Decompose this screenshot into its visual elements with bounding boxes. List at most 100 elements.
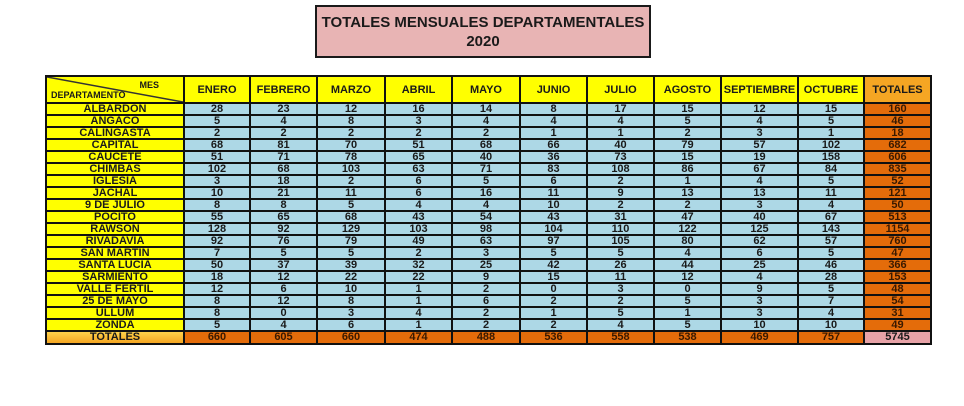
month-value-cell: 5 xyxy=(797,174,865,188)
month-value-cell: 2 xyxy=(384,246,453,260)
month-value-cell: 43 xyxy=(519,210,588,224)
month-value-cell: 78 xyxy=(316,150,386,164)
month-value-cell: 68 xyxy=(183,138,251,152)
month-value-cell: 9 xyxy=(451,270,521,284)
row-total-cell: 153 xyxy=(863,270,932,284)
grand-total-cell: 5745 xyxy=(863,330,932,345)
row-total-cell: 513 xyxy=(863,210,932,224)
column-total-cell: 488 xyxy=(451,330,521,345)
month-value-cell: 19 xyxy=(720,150,799,164)
column-total-cell: 469 xyxy=(720,330,799,345)
table-row: RIVADAVIA 92 76 79 49 63 97 105 80 62 57 760 xyxy=(45,234,932,248)
month-value-cell: 2 xyxy=(586,294,655,308)
month-value-cell: 8 xyxy=(519,102,588,116)
month-value-cell: 43 xyxy=(384,210,453,224)
month-value-cell: 2 xyxy=(183,126,251,140)
month-value-cell: 5 xyxy=(797,246,865,260)
table-row: JACHAL 10 21 11 6 16 11 9 13 13 11 121 xyxy=(45,186,932,200)
month-value-cell: 1 xyxy=(384,318,453,332)
month-value-cell: 3 xyxy=(720,126,799,140)
report-title: TOTALES MENSUALES DEPARTAMENTALES 2020 xyxy=(315,5,651,58)
table-row: 9 DE JULIO 8 8 5 4 4 10 2 2 3 4 50 xyxy=(45,198,932,212)
month-value-cell: 5 xyxy=(653,318,722,332)
month-value-cell: 28 xyxy=(797,270,865,284)
month-value-cell: 4 xyxy=(249,318,318,332)
month-value-cell: 1 xyxy=(586,126,655,140)
month-value-cell: 10 xyxy=(519,198,588,212)
department-name: POCITO xyxy=(45,210,185,224)
department-name: CHIMBAS xyxy=(45,162,185,176)
month-value-cell: 11 xyxy=(316,186,386,200)
month-value-cell: 22 xyxy=(384,270,453,284)
table-row: ZONDA 5 4 6 1 2 2 4 5 10 10 49 xyxy=(45,318,932,332)
month-value-cell: 129 xyxy=(316,222,386,236)
month-value-cell: 67 xyxy=(720,162,799,176)
month-value-cell: 5 xyxy=(797,114,865,128)
month-value-cell: 67 xyxy=(797,210,865,224)
month-value-cell: 2 xyxy=(451,318,521,332)
month-value-cell: 18 xyxy=(183,270,251,284)
department-name: ALBARDON xyxy=(45,102,185,116)
month-value-cell: 92 xyxy=(183,234,251,248)
month-value-cell: 8 xyxy=(316,294,386,308)
month-value-cell: 36 xyxy=(519,150,588,164)
month-value-cell: 76 xyxy=(249,234,318,248)
month-value-cell: 143 xyxy=(797,222,865,236)
month-value-cell: 4 xyxy=(384,306,453,320)
month-value-cell: 3 xyxy=(316,306,386,320)
month-value-cell: 17 xyxy=(586,102,655,116)
month-value-cell: 2 xyxy=(653,198,722,212)
month-value-cell: 4 xyxy=(720,114,799,128)
month-value-cell: 68 xyxy=(316,210,386,224)
table-row: RAWSON 128 92 129 103 98 104 110 122 125 143 1154 xyxy=(45,222,932,236)
month-value-cell: 10 xyxy=(316,282,386,296)
table-row: CALINGASTA 2 2 2 2 2 1 1 2 3 1 18 xyxy=(45,126,932,140)
month-value-cell: 10 xyxy=(183,186,251,200)
month-value-cell: 18 xyxy=(249,174,318,188)
month-value-cell: 63 xyxy=(384,162,453,176)
corner-header: MES DEPARTAMENTO xyxy=(45,75,185,104)
month-value-cell: 92 xyxy=(249,222,318,236)
row-total-cell: 50 xyxy=(863,198,932,212)
month-value-cell: 8 xyxy=(316,114,386,128)
month-value-cell: 81 xyxy=(249,138,318,152)
column-header: AGOSTO xyxy=(653,75,722,104)
row-total-cell: 46 xyxy=(863,114,932,128)
month-value-cell: 3 xyxy=(451,246,521,260)
month-value-cell: 71 xyxy=(249,150,318,164)
month-value-cell: 102 xyxy=(183,162,251,176)
month-value-cell: 4 xyxy=(797,198,865,212)
month-value-cell: 4 xyxy=(586,114,655,128)
table-row: SANTA LUCIA 50 37 39 32 25 42 26 44 25 46 366 xyxy=(45,258,932,272)
column-header: MARZO xyxy=(316,75,386,104)
department-name: 9 DE JULIO xyxy=(45,198,185,212)
month-value-cell: 63 xyxy=(451,234,521,248)
month-value-cell: 3 xyxy=(720,198,799,212)
table-row: ALBARDON 28 23 12 16 14 8 17 15 12 15 160 xyxy=(45,102,932,116)
month-value-cell: 4 xyxy=(249,114,318,128)
table-row: SAN MARTIN 7 5 5 2 3 5 5 4 6 5 47 xyxy=(45,246,932,260)
department-name: ANGACO xyxy=(45,114,185,128)
column-total-cell: 660 xyxy=(316,330,386,345)
month-value-cell: 13 xyxy=(720,186,799,200)
month-value-cell: 5 xyxy=(451,174,521,188)
row-total-cell: 682 xyxy=(863,138,932,152)
month-value-cell: 16 xyxy=(451,186,521,200)
month-value-cell: 4 xyxy=(653,246,722,260)
month-value-cell: 6 xyxy=(720,246,799,260)
month-value-cell: 84 xyxy=(797,162,865,176)
month-value-cell: 5 xyxy=(653,294,722,308)
row-total-cell: 54 xyxy=(863,294,932,308)
table-row: CAPITAL 68 81 70 51 68 66 40 79 57 102 682 xyxy=(45,138,932,152)
month-value-cell: 40 xyxy=(720,210,799,224)
column-header-totals: TOTALES xyxy=(863,75,932,104)
month-value-cell: 7 xyxy=(183,246,251,260)
month-value-cell: 6 xyxy=(519,174,588,188)
column-header: OCTUBRE xyxy=(797,75,865,104)
month-value-cell: 4 xyxy=(720,174,799,188)
row-total-cell: 49 xyxy=(863,318,932,332)
month-value-cell: 8 xyxy=(183,306,251,320)
column-header: ENERO xyxy=(183,75,251,104)
month-value-cell: 83 xyxy=(519,162,588,176)
department-name: SARMIENTO xyxy=(45,270,185,284)
